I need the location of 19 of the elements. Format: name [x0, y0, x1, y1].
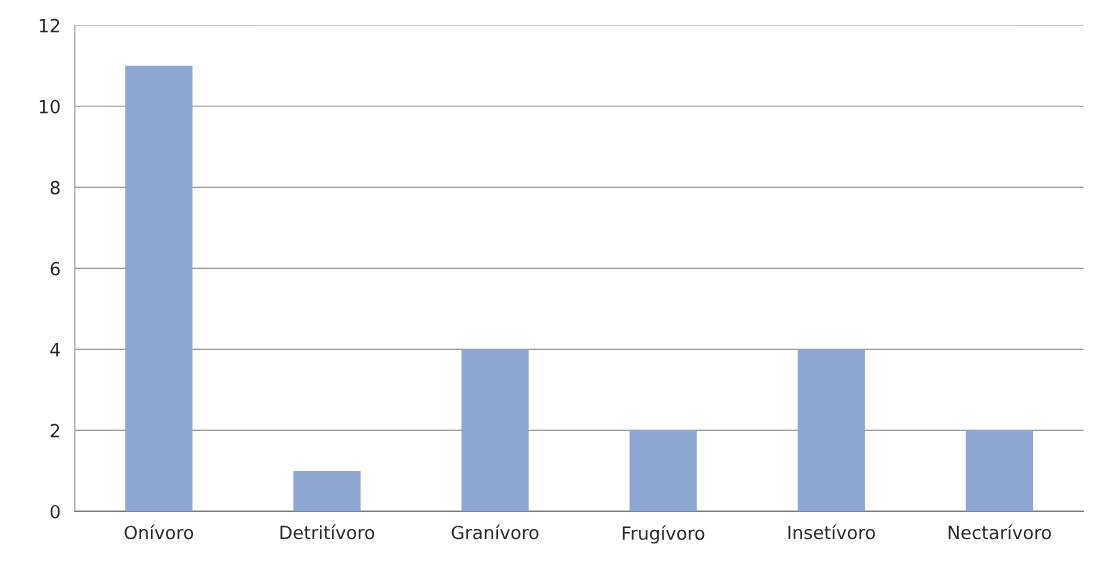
x-tick-label: Nectarívoro — [948, 524, 1051, 540]
y-tick-label: 10 — [39, 99, 60, 114]
y-tick-label: 8 — [50, 180, 60, 195]
x-tick-label: Granívoro — [451, 524, 539, 540]
y-tick-label: 6 — [50, 261, 60, 276]
bar — [965, 430, 1034, 512]
y-tick-label: 2 — [50, 423, 60, 438]
y-tick-label: 4 — [50, 343, 60, 357]
bar — [461, 349, 529, 512]
y-tick-label: 12 — [39, 18, 60, 33]
y-tick-label: 0 — [50, 504, 60, 519]
x-tick-label: Insetívoro — [788, 524, 875, 540]
bar — [125, 65, 193, 512]
x-tick-label: Onívoro — [124, 524, 194, 540]
bar — [293, 470, 361, 512]
bar — [629, 430, 697, 512]
x-tick-label: Frugívoro — [622, 525, 705, 544]
x-tick-label: Detritívoro — [280, 524, 375, 540]
bar — [797, 349, 865, 512]
